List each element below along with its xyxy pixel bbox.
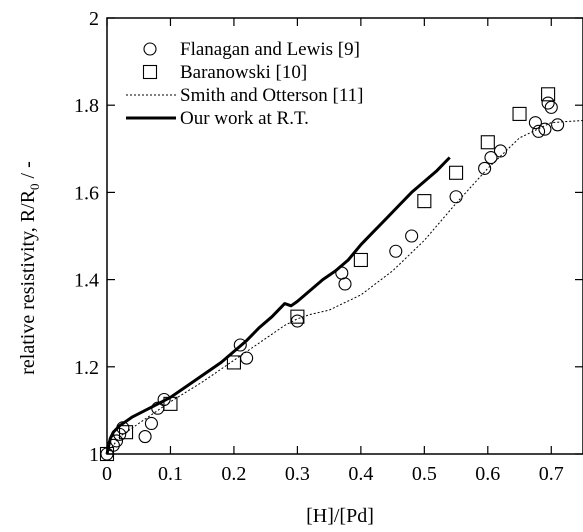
- data-point: [405, 229, 419, 243]
- y-tick-label: 2: [89, 8, 99, 30]
- data-point: [138, 430, 152, 444]
- legend-label: Flanagan and Lewis [9]: [180, 39, 360, 60]
- data-point: [118, 425, 134, 440]
- legend-label: Smith and Otterson [11]: [180, 85, 363, 106]
- x-tick-label: 0.7: [539, 463, 564, 485]
- series-3: [106, 120, 583, 455]
- axes: 0 0.1 0.2 0.3 0.4 0.5 0.6 0.7 1 1.2 1.4 1.6 1.8 2: [74, 8, 583, 485]
- y-tick-label: 1.6: [74, 182, 99, 204]
- data-point: [144, 416, 158, 431]
- data-point: [480, 135, 495, 150]
- x-tick-label: 0.6: [475, 463, 500, 485]
- legend-marker: [142, 64, 158, 80]
- data-point: [544, 100, 558, 114]
- legend-item: Our work at R.T.: [126, 108, 309, 129]
- data-point: [541, 96, 555, 110]
- data-point: [449, 165, 464, 180]
- data-point: [512, 106, 527, 121]
- legend-item: Smith and Otterson [11]: [126, 85, 363, 106]
- legend-item: Flanagan and Lewis [9]: [143, 39, 360, 60]
- data-point: [417, 194, 432, 209]
- data-point: [290, 314, 304, 328]
- data-point: [338, 277, 352, 291]
- y-axis-label-subscript: 0: [27, 183, 42, 190]
- data-point: [528, 116, 542, 130]
- x-tick-label: 0.5: [412, 463, 437, 485]
- series-line: [105, 156, 451, 455]
- x-axis-label: [H]/[Pd]: [306, 505, 374, 527]
- y-tick-label: 1.2: [74, 357, 99, 379]
- series-layer: [99, 87, 583, 462]
- legend-marker: [143, 42, 157, 56]
- x-tick-label: 0.2: [221, 463, 246, 485]
- legend: Flanagan and Lewis [9]Baranowski [10]Smi…: [126, 39, 363, 129]
- x-tick-label: 0.1: [158, 463, 183, 485]
- y-axis-label-unit: / -: [17, 161, 39, 183]
- data-point: [389, 244, 403, 258]
- data-point: [551, 118, 565, 132]
- x-tick-label: 0: [102, 463, 112, 485]
- data-point: [353, 252, 368, 268]
- data-point: [478, 161, 492, 175]
- legend-label: Our work at R.T.: [180, 108, 309, 129]
- data-point: [484, 150, 498, 165]
- y-axis-label: relative resistivity, R/R0 / -: [17, 161, 42, 375]
- series-2: [99, 87, 556, 462]
- y-tick-label: 1.8: [74, 95, 99, 117]
- series-1: [100, 96, 565, 461]
- data-point: [538, 122, 552, 136]
- data-point: [541, 87, 556, 102]
- plot-frame: [106, 17, 583, 455]
- data-point: [233, 338, 247, 352]
- series-line: [106, 120, 583, 455]
- series-4: [105, 156, 451, 455]
- y-tick-label: 1: [89, 444, 99, 466]
- legend-item: Baranowski [10]: [142, 62, 307, 83]
- data-point: [493, 144, 508, 158]
- x-tick-label: 0.4: [348, 463, 373, 485]
- data-point: [449, 190, 463, 204]
- y-tick-label: 1.4: [74, 270, 99, 292]
- data-point: [226, 355, 241, 370]
- plot-border: [106, 17, 583, 455]
- y-axis-label-main: relative resistivity, R/R: [17, 189, 39, 374]
- legend-label: Baranowski [10]: [180, 62, 307, 83]
- x-tick-label: 0.3: [285, 463, 310, 485]
